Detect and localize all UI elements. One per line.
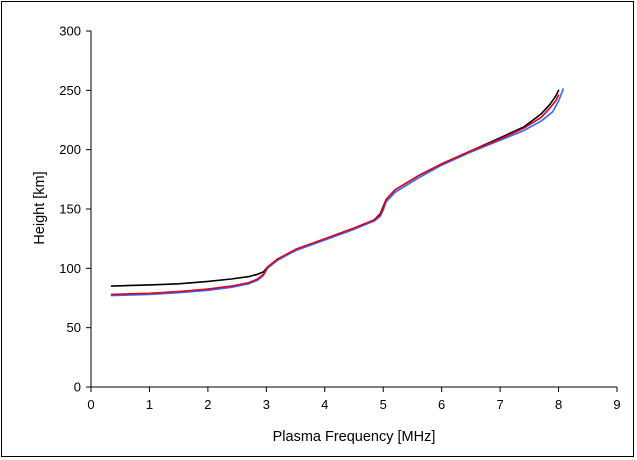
x-tick-label: 1 <box>146 397 153 412</box>
y-tick-label: 50 <box>67 320 81 335</box>
y-axis-title: Height [km] <box>32 171 48 244</box>
y-tick-label: 200 <box>59 142 81 157</box>
x-tick-label: 5 <box>380 397 387 412</box>
y-tick-label: 100 <box>59 261 81 276</box>
series-line-1 <box>110 89 560 287</box>
y-tick-label: 150 <box>59 202 81 217</box>
y-tick-label: 0 <box>74 380 81 395</box>
x-tick-label: 2 <box>204 397 211 412</box>
y-tick-label: 250 <box>59 83 81 98</box>
plot-area: 0 50 100 150 200 250 300 0 1 2 3 4 5 6 7 8 9 <box>59 24 620 413</box>
x-tick-label: 3 <box>263 397 270 412</box>
x-tick-label: 9 <box>613 397 620 412</box>
x-tick-label: 8 <box>555 397 562 412</box>
series-line-2 <box>110 88 565 297</box>
x-tick-label: 7 <box>496 397 503 412</box>
y-tick-label: 300 <box>59 24 81 39</box>
x-tick-label: 6 <box>438 397 445 412</box>
series-line-3 <box>110 94 560 296</box>
x-tick-label: 0 <box>87 397 94 412</box>
x-tick-label: 4 <box>321 397 328 412</box>
x-axis-title: Plasma Frequency [MHz] <box>273 429 436 445</box>
